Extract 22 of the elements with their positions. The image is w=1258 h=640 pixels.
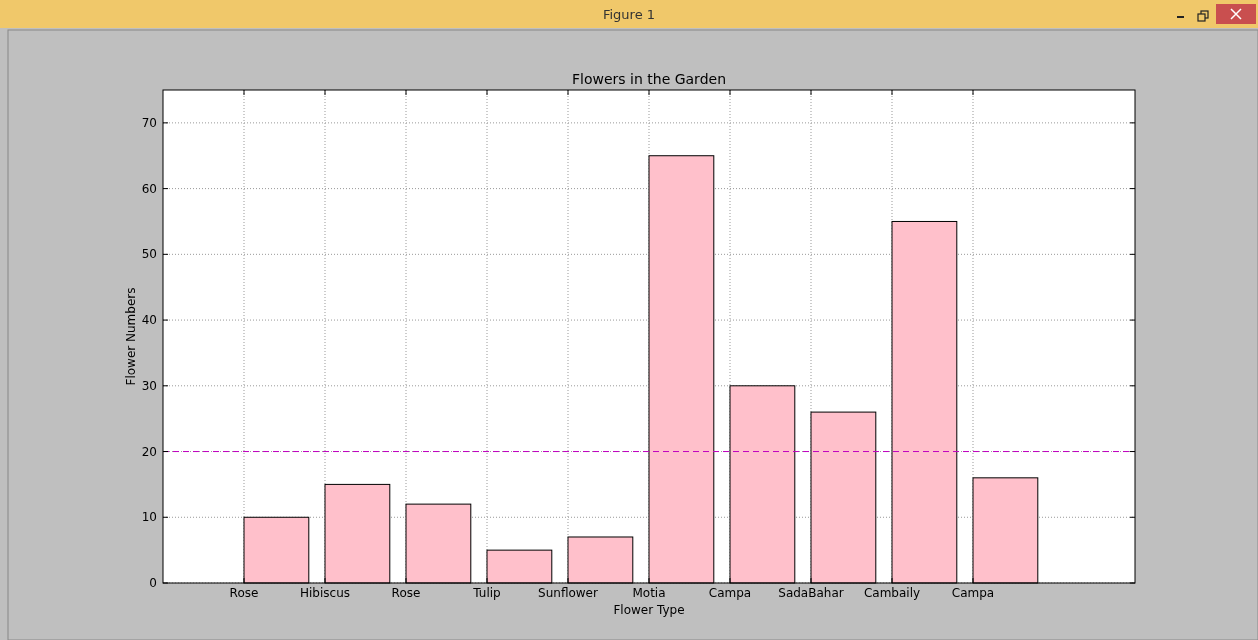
x-tick-label: Rose (391, 586, 421, 600)
y-tick-label: 50 (141, 247, 157, 262)
y-tick-label: 60 (141, 181, 157, 196)
chart-title: Flowers in the Garden (571, 71, 727, 87)
y-tick-label: 40 (141, 313, 157, 328)
x-tick-label: Campa (708, 586, 752, 600)
y-tick-label: 30 (141, 378, 157, 393)
y-tick-label: 70 (141, 115, 157, 130)
x-tick-label: Campa (951, 586, 995, 600)
x-axis-title: Flower Type (613, 603, 685, 617)
x-tick-label: Rose (229, 586, 259, 600)
y-tick-label: 10 (141, 510, 157, 525)
x-tick-label: Cambaily (863, 586, 921, 600)
x-tick-label: Motia (632, 586, 666, 600)
y-tick-label: 0 (149, 576, 157, 590)
x-tick-label: SadaBahar (778, 586, 844, 600)
y-axis-title: Flower Numbers (124, 287, 138, 386)
x-tick-label: Tulip (472, 586, 501, 600)
x-tick-label: Hibiscus (299, 586, 351, 600)
y-tick-label: 20 (141, 444, 157, 459)
x-tick-label: Sunflower (538, 586, 598, 600)
caption: Figure 1 (602, 7, 656, 22)
